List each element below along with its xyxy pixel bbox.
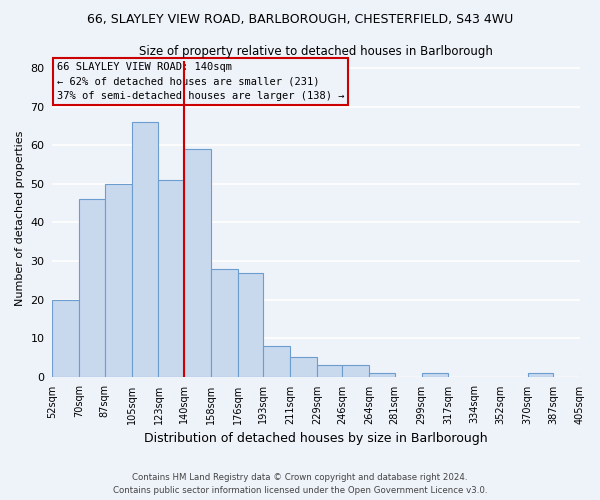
Bar: [317, 365, 343, 376]
Bar: [343, 365, 369, 376]
X-axis label: Distribution of detached houses by size in Barlborough: Distribution of detached houses by size …: [145, 432, 488, 445]
Text: Contains HM Land Registry data © Crown copyright and database right 2024.
Contai: Contains HM Land Registry data © Crown c…: [113, 473, 487, 495]
Y-axis label: Number of detached properties: Number of detached properties: [15, 131, 25, 306]
Title: Size of property relative to detached houses in Barlborough: Size of property relative to detached ho…: [139, 45, 493, 58]
Bar: [158, 180, 184, 376]
Bar: [184, 149, 211, 376]
Bar: [369, 373, 395, 376]
Bar: [263, 346, 290, 376]
Bar: [104, 184, 131, 376]
Text: 66, SLAYLEY VIEW ROAD, BARLBOROUGH, CHESTERFIELD, S43 4WU: 66, SLAYLEY VIEW ROAD, BARLBOROUGH, CHES…: [87, 12, 513, 26]
Bar: [79, 200, 104, 376]
Bar: [422, 373, 448, 376]
Text: 66 SLAYLEY VIEW ROAD: 140sqm
← 62% of detached houses are smaller (231)
37% of s: 66 SLAYLEY VIEW ROAD: 140sqm ← 62% of de…: [57, 62, 344, 102]
Bar: [580, 373, 600, 376]
Bar: [527, 373, 553, 376]
Bar: [52, 300, 79, 376]
Bar: [131, 122, 158, 376]
Bar: [238, 272, 263, 376]
Bar: [211, 268, 238, 376]
Bar: [290, 358, 317, 376]
